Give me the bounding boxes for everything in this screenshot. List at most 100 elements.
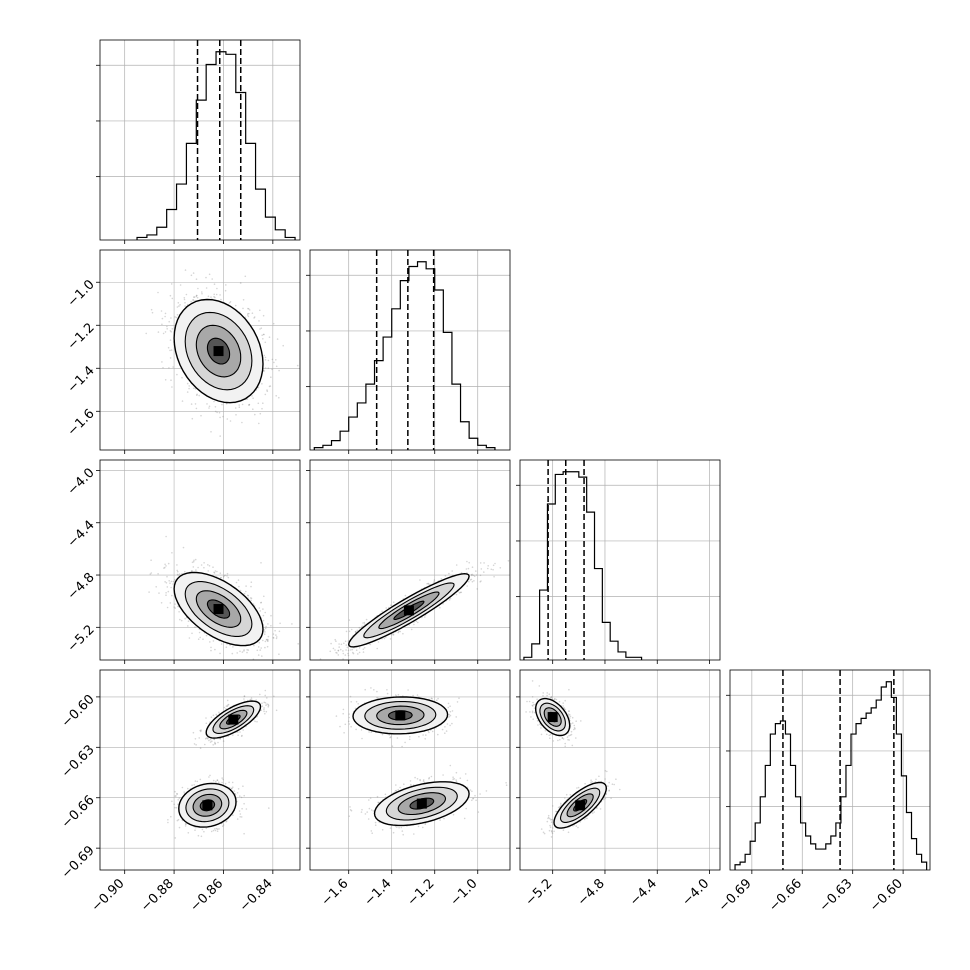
scatter-point	[358, 647, 361, 649]
scatter-point	[187, 625, 189, 627]
density-peak	[213, 604, 224, 615]
scatter-point	[188, 387, 190, 390]
scatter-point	[262, 614, 265, 617]
scatter-point	[186, 391, 189, 393]
scatter-point	[427, 582, 430, 585]
scatter-point	[195, 569, 197, 571]
scatter-point	[338, 646, 341, 648]
scatter-point	[271, 368, 273, 371]
contour-line	[206, 337, 231, 365]
scatter-point	[410, 628, 413, 631]
scatter-point	[349, 649, 352, 651]
scatter-point	[210, 716, 213, 718]
scatter-point	[158, 592, 160, 594]
scatter-point	[226, 699, 229, 702]
scatter-point	[229, 301, 232, 303]
scatter-point	[265, 638, 268, 641]
scatter-point	[397, 631, 400, 634]
scatter-point	[267, 703, 270, 706]
scatter-point	[493, 575, 495, 578]
scatter-point	[213, 572, 216, 574]
scatter-point	[267, 623, 269, 625]
scatter-point	[171, 594, 173, 597]
scatter-point	[267, 635, 270, 638]
scatter-point	[184, 617, 186, 620]
scatter-point	[399, 630, 402, 633]
scatter-point	[171, 328, 174, 330]
scatter-point	[259, 412, 262, 415]
scatter-point	[172, 580, 175, 583]
scatter-point	[335, 651, 337, 654]
scatter-point	[265, 704, 267, 706]
scatter-point	[191, 417, 194, 420]
scatter-point	[262, 333, 265, 336]
scatter-point	[219, 737, 222, 740]
scatter-point	[261, 655, 263, 657]
scatter-point	[195, 295, 198, 298]
scatter-point	[469, 579, 472, 581]
scatter-point	[200, 729, 202, 731]
scatter-point	[261, 702, 263, 704]
scatter-point	[473, 575, 476, 577]
scatter-panel-0-1	[99, 249, 301, 451]
scatter-point	[335, 640, 337, 642]
scatter-point	[170, 283, 173, 285]
scatter-point	[247, 594, 250, 597]
scatter-point	[208, 407, 210, 409]
scatter-point	[338, 643, 340, 645]
scatter-point	[262, 619, 265, 622]
scatter-point	[471, 573, 474, 576]
scatter-point	[267, 706, 270, 708]
scatter-point	[204, 738, 207, 740]
scatter-point	[204, 743, 206, 746]
scatter-point	[263, 708, 265, 711]
scatter-panel-0-2	[99, 459, 301, 666]
scatter-point	[271, 664, 273, 666]
scatter-point	[216, 287, 218, 290]
scatter-point	[257, 654, 260, 656]
scatter-point	[210, 431, 212, 433]
scatter-point	[245, 585, 247, 587]
scatter-point	[455, 564, 458, 566]
scatter-point	[267, 638, 269, 641]
scatter-point	[247, 649, 250, 651]
scatter-point	[448, 599, 451, 601]
scatter-point	[150, 572, 153, 574]
scatter-point	[210, 296, 212, 298]
scatter-point	[168, 367, 170, 369]
scatter-point	[264, 640, 267, 643]
scatter-point	[241, 403, 244, 406]
scatter-point	[479, 581, 482, 583]
scatter-point	[174, 578, 176, 581]
scatter-point	[468, 580, 470, 583]
scatter-point	[161, 361, 163, 363]
scatter-point	[188, 637, 191, 639]
scatter-point	[165, 565, 167, 567]
scatter-point	[169, 339, 172, 341]
panel-content	[167, 689, 278, 839]
scatter-point	[194, 558, 197, 561]
scatter-point	[297, 643, 300, 645]
scatter-point	[207, 737, 209, 739]
scatter-point	[473, 580, 475, 582]
scatter-point	[174, 603, 176, 605]
scatter-point	[257, 402, 260, 405]
scatter-point	[246, 649, 248, 651]
scatter-point	[193, 296, 196, 298]
scatter-point	[235, 581, 238, 584]
panel-background	[100, 670, 300, 870]
scatter-point	[203, 562, 205, 564]
histogram-panel-0	[96, 39, 301, 241]
scatter-point	[164, 563, 166, 566]
scatter-point	[173, 606, 175, 608]
scatter-point	[245, 590, 247, 593]
scatter-point	[471, 580, 474, 583]
scatter-point	[265, 625, 267, 628]
scatter-point	[234, 304, 237, 307]
contour-line	[173, 571, 264, 647]
scatter-point	[266, 639, 269, 642]
scatter-point	[271, 358, 274, 361]
scatter-point	[419, 579, 421, 581]
scatter-point	[475, 570, 477, 572]
scatter-point	[200, 414, 202, 417]
